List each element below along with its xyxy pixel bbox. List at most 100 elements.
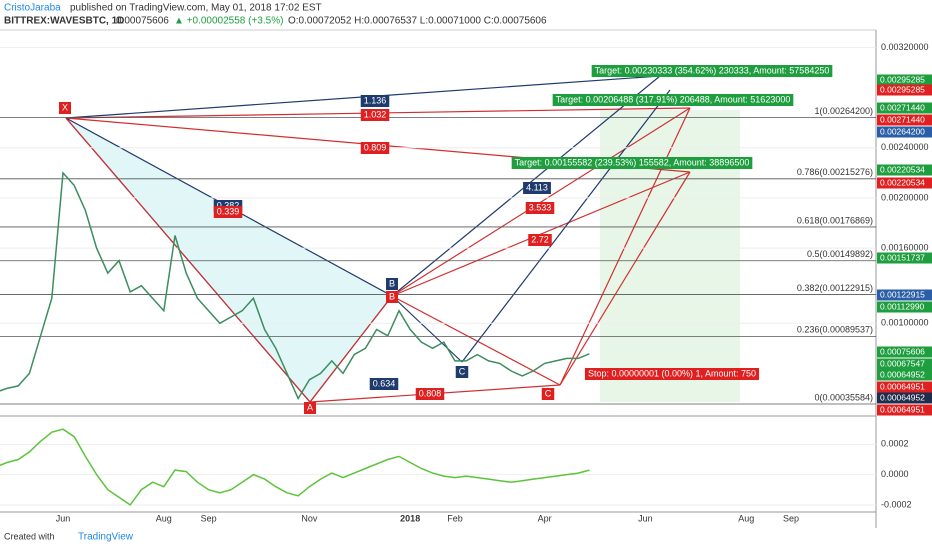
price-label: 0.00064952	[880, 392, 925, 402]
annotation: 0.808	[419, 388, 442, 398]
price-label-box	[877, 102, 932, 114]
y-tick-label: 0.00200000	[881, 192, 929, 202]
price-label-box	[877, 126, 932, 138]
annotation: 1.032	[364, 109, 387, 119]
last-price: 0.00075606	[116, 16, 169, 27]
price-label: 0.00220534	[880, 177, 925, 187]
annotation: C	[459, 366, 466, 376]
annotation: X	[62, 102, 68, 112]
fib-label: 0.786(0.00215276)	[797, 167, 873, 177]
published: published on TradingView.com, May 01, 20…	[70, 3, 322, 14]
x-tick-label: Nov	[301, 513, 318, 523]
y-tick-label: -0.0002	[881, 499, 912, 509]
y-tick-label: 0.0002	[881, 439, 909, 449]
x-tick-label: Feb	[447, 513, 463, 523]
price-label: 0.00122915	[880, 289, 925, 299]
annotation-box	[541, 388, 555, 400]
annotation: A	[307, 402, 313, 412]
annotation: Stop: 0.00000001 (0.00%) 1, Amount: 750	[588, 368, 756, 378]
price-label: 0.00295285	[880, 74, 925, 84]
annotation-box	[369, 378, 399, 390]
price-label: 0.00295285	[880, 84, 925, 94]
annotation: Target: 0.00155582 (239.53%) 155582, Amo…	[515, 157, 750, 167]
x-tick-label: Sep	[201, 513, 217, 523]
price-label-box	[877, 177, 932, 189]
fib-label: 1(0.00264200)	[814, 106, 873, 116]
y-tick-label: 0.0000	[881, 469, 909, 479]
x-tick-label: Aug	[156, 513, 172, 523]
annotation-box	[360, 142, 390, 154]
price-label: 0.00064951	[880, 381, 925, 391]
x-tick-label: Jun	[638, 513, 653, 523]
annotation-box	[511, 157, 753, 169]
price-label: 0.00220534	[880, 164, 925, 174]
price-label-box	[877, 114, 932, 126]
ohlc: O:0.00072052 H:0.00076537 L:0.00071000 C…	[288, 16, 547, 27]
author[interactable]: CristoJaraba	[4, 3, 61, 14]
x-tick-label: Jun	[56, 513, 71, 523]
annotation: 0.634	[373, 378, 396, 388]
annotation-box	[360, 109, 390, 121]
annotation-box	[213, 206, 243, 218]
pattern-leg	[559, 171, 691, 386]
price-label: 0.00112990	[880, 301, 925, 311]
brand[interactable]: TradingView	[78, 532, 134, 543]
pattern-fill	[66, 118, 392, 402]
annotation-box	[385, 278, 399, 290]
annotation: C	[545, 388, 552, 398]
price-label-box	[877, 164, 932, 176]
price-label-box	[877, 74, 932, 86]
annotation: 0.339	[217, 206, 240, 216]
price-label-box	[877, 252, 932, 264]
annotation-box	[58, 102, 72, 114]
x-tick-label: 2018	[400, 513, 420, 523]
price-label-box	[877, 381, 932, 393]
annotation-box	[584, 368, 760, 380]
fib-label: 0.618(0.00176869)	[797, 215, 873, 225]
annotation-box	[303, 402, 317, 414]
annotation-box	[528, 234, 552, 246]
annotation: 0.382	[217, 200, 240, 210]
fib-label: 0.236(0.00089537)	[797, 325, 873, 335]
price-label: 0.00271440	[880, 102, 925, 112]
symbol: BITTREX:WAVESBTC, 1D	[4, 16, 124, 27]
fib-label: 0(0.00035584)	[814, 392, 873, 402]
annotation-box	[525, 202, 555, 214]
price-label-box	[877, 289, 932, 301]
annotation: 0.809	[364, 142, 387, 152]
y-tick-label: 0.00240000	[881, 142, 929, 152]
pattern-leg	[559, 107, 691, 386]
annotation-box	[415, 388, 445, 400]
price-label: 0.00271440	[880, 114, 925, 124]
price-label-box	[877, 404, 932, 416]
price-label: 0.00064951	[880, 404, 925, 414]
price-label-box	[877, 301, 932, 313]
price-label-box	[877, 358, 932, 370]
annotation: Target: 0.00230333 (354.62%) 230333, Amo…	[595, 65, 830, 75]
change: ▲ +0.00002558 (+3.5%)	[174, 16, 283, 27]
price-label-box	[877, 369, 932, 381]
pattern-red	[65, 117, 561, 403]
annotation: 3.533	[529, 202, 552, 212]
footer: Created with TradingView	[4, 531, 134, 542]
x-tick-label: Apr	[538, 513, 552, 523]
annotation-box	[591, 65, 833, 77]
annotation-box	[523, 182, 551, 194]
annotation-box	[385, 291, 399, 303]
x-tick-label: Sep	[783, 513, 799, 523]
fib-label: 0.382(0.00122915)	[797, 283, 873, 293]
price-line	[0, 171, 590, 401]
annotation: 1.136	[364, 95, 387, 105]
price-label-box	[877, 84, 932, 96]
price-label: 0.00067547	[880, 358, 925, 368]
annotation: 2.72	[531, 234, 549, 244]
annotation: Target: 0.00206488 (317.91%) 206488, Amo…	[556, 94, 791, 104]
created-with: Created with	[4, 531, 55, 541]
annotation-box	[455, 366, 469, 378]
price-label: 0.00075606	[880, 346, 925, 356]
annotation: B	[389, 291, 395, 301]
fib-label: 0.5(0.00149892)	[807, 249, 873, 259]
price-label: 0.00151737	[880, 252, 925, 262]
